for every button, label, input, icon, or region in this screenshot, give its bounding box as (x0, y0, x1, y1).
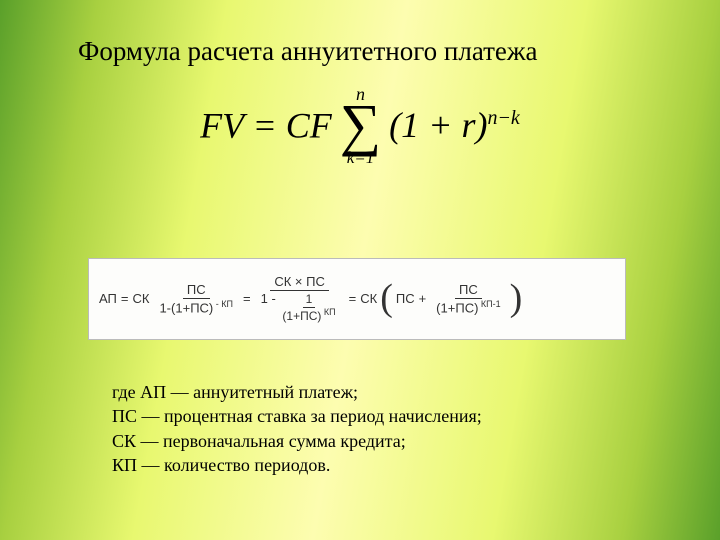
frac1-den: 1-(1+ПС) - КП (155, 299, 237, 316)
tok-sk2: СК (358, 291, 379, 306)
frac-3: ПС (1+ПС) КП-1 (432, 283, 504, 316)
legend-block: где АП — аннуитетный платеж; ПС — процен… (112, 380, 482, 477)
sigma-block: n ∑ k=1 (340, 85, 381, 166)
slide-title: Формула расчета аннуитетного платежа (78, 36, 642, 67)
tok-sk1: СК (130, 291, 151, 306)
tok-ps3: ПС (394, 291, 417, 306)
tok-eq3: = (347, 291, 359, 306)
frac-1: ПС 1-(1+ПС) - КП (155, 283, 237, 316)
frac2-inner: 1 (1+ПС) КП (279, 293, 338, 322)
tok-plus3: + (417, 291, 429, 306)
box-formula-expression: АП = СК ПС 1-(1+ПС) - КП = СК × ПС 1 - 1 (97, 275, 523, 323)
rhs-exponent: n−k (487, 107, 519, 129)
legend-line-3: СК — первоначальная сумма кредита; (112, 429, 482, 453)
frac3-num: ПС (455, 283, 482, 299)
sigma-symbol: ∑ (340, 103, 381, 147)
tok-ap: АП (97, 291, 119, 306)
frac2-num: СК × ПС (270, 275, 329, 291)
rhs-base: (1 + r) (389, 105, 487, 145)
slide-root: Формула расчета аннуитетного платежа FV … (0, 0, 720, 540)
frac2-den: 1 - 1 (1+ПС) КП (257, 291, 343, 322)
main-formula: FV = CF n ∑ k=1 (1 + r)n−k (0, 85, 720, 166)
frac3-den: (1+ПС) КП-1 (432, 299, 504, 316)
tok-eq1: = (119, 291, 131, 306)
frac-2: СК × ПС 1 - 1 (1+ПС) КП (257, 275, 343, 323)
formula-lhs: FV = CF (200, 105, 332, 145)
formula-rhs: (1 + r)n−k (389, 105, 520, 145)
frac1-num: ПС (183, 283, 210, 299)
legend-line-1: где АП — аннуитетный платеж; (112, 380, 482, 404)
legend-line-2: ПС — процентная ставка за период начисле… (112, 404, 482, 428)
box-formula: АП = СК ПС 1-(1+ПС) - КП = СК × ПС 1 - 1 (88, 258, 626, 340)
legend-line-4: КП — количество периодов. (112, 453, 482, 477)
tok-eq2: = (241, 291, 253, 306)
